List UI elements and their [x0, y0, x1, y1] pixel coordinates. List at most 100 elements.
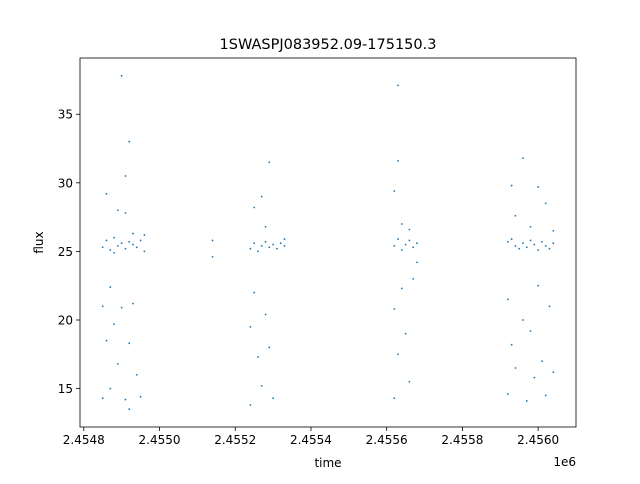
data-point [541, 360, 543, 363]
data-point [264, 313, 267, 316]
data-point [101, 397, 104, 400]
data-point [400, 287, 403, 290]
plot-frame [79, 57, 577, 428]
data-point [113, 236, 115, 239]
data-point [510, 343, 513, 346]
data-point [264, 225, 267, 228]
data-point [105, 192, 108, 195]
data-point [120, 74, 123, 77]
data-point [257, 250, 259, 253]
data-point [514, 214, 517, 217]
x-tick-label: 2.4550 [139, 433, 181, 447]
data-point [393, 397, 396, 400]
data-point [101, 305, 104, 308]
data-point [541, 240, 543, 243]
data-point [124, 247, 127, 250]
data-point [211, 256, 214, 258]
data-point [272, 397, 274, 400]
data-point [135, 246, 138, 249]
data-point [109, 286, 112, 288]
data-point [132, 243, 134, 246]
data-point [249, 247, 252, 250]
data-point [397, 238, 399, 240]
data-point [408, 239, 411, 242]
data-point [522, 157, 524, 160]
data-point [124, 212, 127, 214]
data-point [116, 363, 119, 365]
data-point [412, 246, 415, 249]
x-tick-label: 2.4558 [441, 433, 483, 447]
data-point [416, 261, 418, 264]
data-point [109, 249, 112, 251]
data-point [272, 243, 274, 246]
x-tick-label: 2.4548 [63, 433, 105, 447]
data-point [128, 140, 131, 143]
data-point [268, 246, 271, 249]
data-point [132, 302, 134, 305]
chart-title: 1SWASPJ083952.09-175150.3 [220, 37, 437, 53]
data-point [253, 242, 256, 245]
data-point [120, 242, 123, 245]
data-point [529, 330, 532, 332]
data-point [506, 240, 509, 243]
data-point [253, 291, 256, 294]
data-point [109, 387, 112, 390]
data-point [268, 346, 271, 349]
data-point [120, 306, 123, 309]
data-point [514, 245, 517, 247]
data-point [537, 249, 540, 251]
data-point [279, 242, 282, 245]
data-point [128, 408, 131, 411]
y-tick-label: 25 [58, 245, 73, 259]
x-offset-label: 1e6 [553, 455, 576, 469]
data-point [116, 209, 119, 212]
data-point [533, 376, 536, 379]
data-point [514, 367, 517, 369]
data-point [393, 308, 396, 310]
data-point [253, 206, 256, 209]
data-point [124, 398, 127, 401]
data-point [264, 240, 267, 243]
data-point [393, 245, 396, 247]
data-point [548, 305, 551, 308]
data-point [249, 404, 252, 406]
data-point [548, 247, 551, 250]
data-point [268, 161, 271, 164]
data-point [135, 373, 138, 376]
data-point [544, 202, 547, 205]
data-point [404, 332, 407, 335]
data-point [116, 245, 119, 247]
data-point [283, 238, 286, 240]
y-tick-label: 30 [58, 176, 73, 190]
x-tick-label: 2.4556 [366, 433, 408, 447]
data-point [132, 232, 134, 235]
x-axis-label: time [314, 456, 341, 470]
x-axis: 2.4548 2.4550 2.4552 2.4554 2.4556 2.4558 2.45… [63, 427, 559, 447]
data-point [506, 393, 509, 395]
data-point [510, 238, 513, 240]
data-point [552, 229, 555, 232]
data-point [537, 284, 540, 287]
data-point [552, 371, 555, 374]
data-point [139, 395, 142, 398]
data-point [408, 228, 411, 231]
x-tick-label: 2.4552 [214, 433, 256, 447]
data-point [529, 239, 532, 242]
data-point [416, 242, 418, 245]
data-point [544, 394, 547, 397]
data-point [139, 239, 142, 242]
data-point [397, 84, 399, 87]
data-point [525, 400, 528, 402]
data-point [412, 277, 415, 280]
y-tick-label: 35 [58, 108, 73, 122]
data-point [397, 353, 399, 356]
data-point [397, 159, 399, 162]
data-point [408, 380, 411, 383]
points-layer [101, 74, 555, 411]
data-point [518, 247, 521, 250]
data-point [113, 251, 115, 254]
data-point [105, 239, 108, 242]
data-point [510, 184, 513, 187]
